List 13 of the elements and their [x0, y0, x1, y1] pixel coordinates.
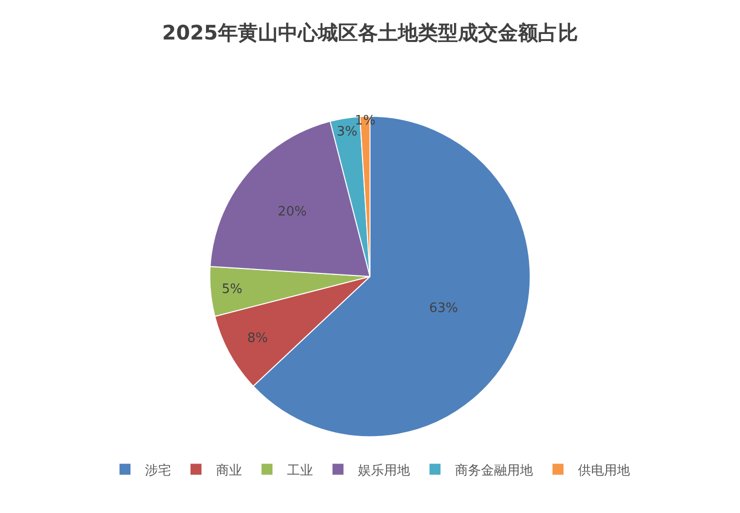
data-label: 8%	[247, 330, 268, 346]
data-label: 5%	[222, 282, 242, 298]
legend-label: 工业	[287, 463, 313, 478]
legend-label: 涉宅	[145, 462, 171, 478]
data-label: 3%	[336, 124, 358, 140]
legend-label: 商业	[216, 463, 242, 478]
legend-label: 娱乐用地	[358, 463, 410, 478]
chart-title: 2025年黄山中心城区各土地类型成交金额占比	[162, 20, 578, 45]
data-label: 20%	[278, 204, 307, 220]
data-label: 63%	[429, 300, 458, 316]
legend-label: 商务金融用地	[455, 463, 533, 478]
legend-label: 供电用地	[578, 463, 630, 478]
data-label: 1%	[354, 114, 376, 129]
